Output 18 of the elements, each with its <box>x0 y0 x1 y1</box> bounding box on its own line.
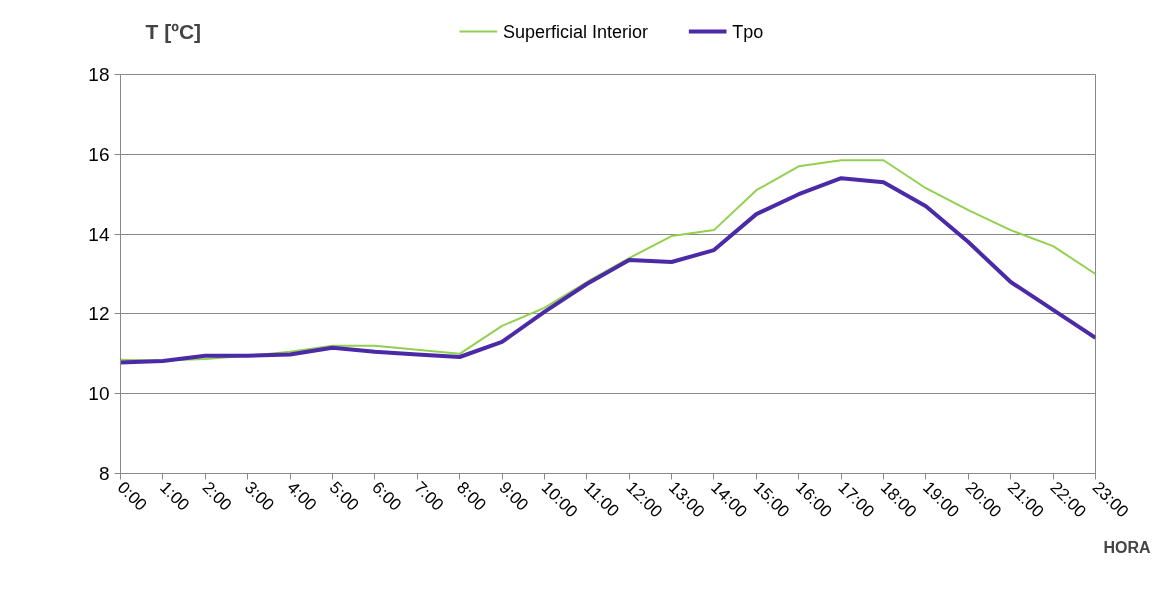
x-tick-label: 3:00 <box>240 477 278 515</box>
y-tick-label: 12 <box>88 303 110 325</box>
x-tick-label: 8:00 <box>452 477 490 515</box>
y-tick-label: 18 <box>88 64 110 85</box>
x-tick-label: 0:00 <box>113 477 151 515</box>
x-tick-label: 1:00 <box>156 477 194 515</box>
x-tick-label: 4:00 <box>283 477 321 515</box>
x-axis-title: HORA <box>1103 538 1151 556</box>
y-tick-label: 8 <box>98 463 110 484</box>
x-tick-label: 2:00 <box>198 477 236 515</box>
y-tick-label: 14 <box>88 223 110 245</box>
y-tick-label: 10 <box>88 383 110 405</box>
x-tick-label: 9:00 <box>495 477 533 515</box>
x-tick-label: 6:00 <box>368 477 405 515</box>
y-tick-label: 16 <box>88 143 110 165</box>
chart-title: T [ºC] <box>145 20 202 43</box>
legend-label: Superficial Interior <box>503 21 649 42</box>
legend-label: Tpo <box>732 21 764 42</box>
